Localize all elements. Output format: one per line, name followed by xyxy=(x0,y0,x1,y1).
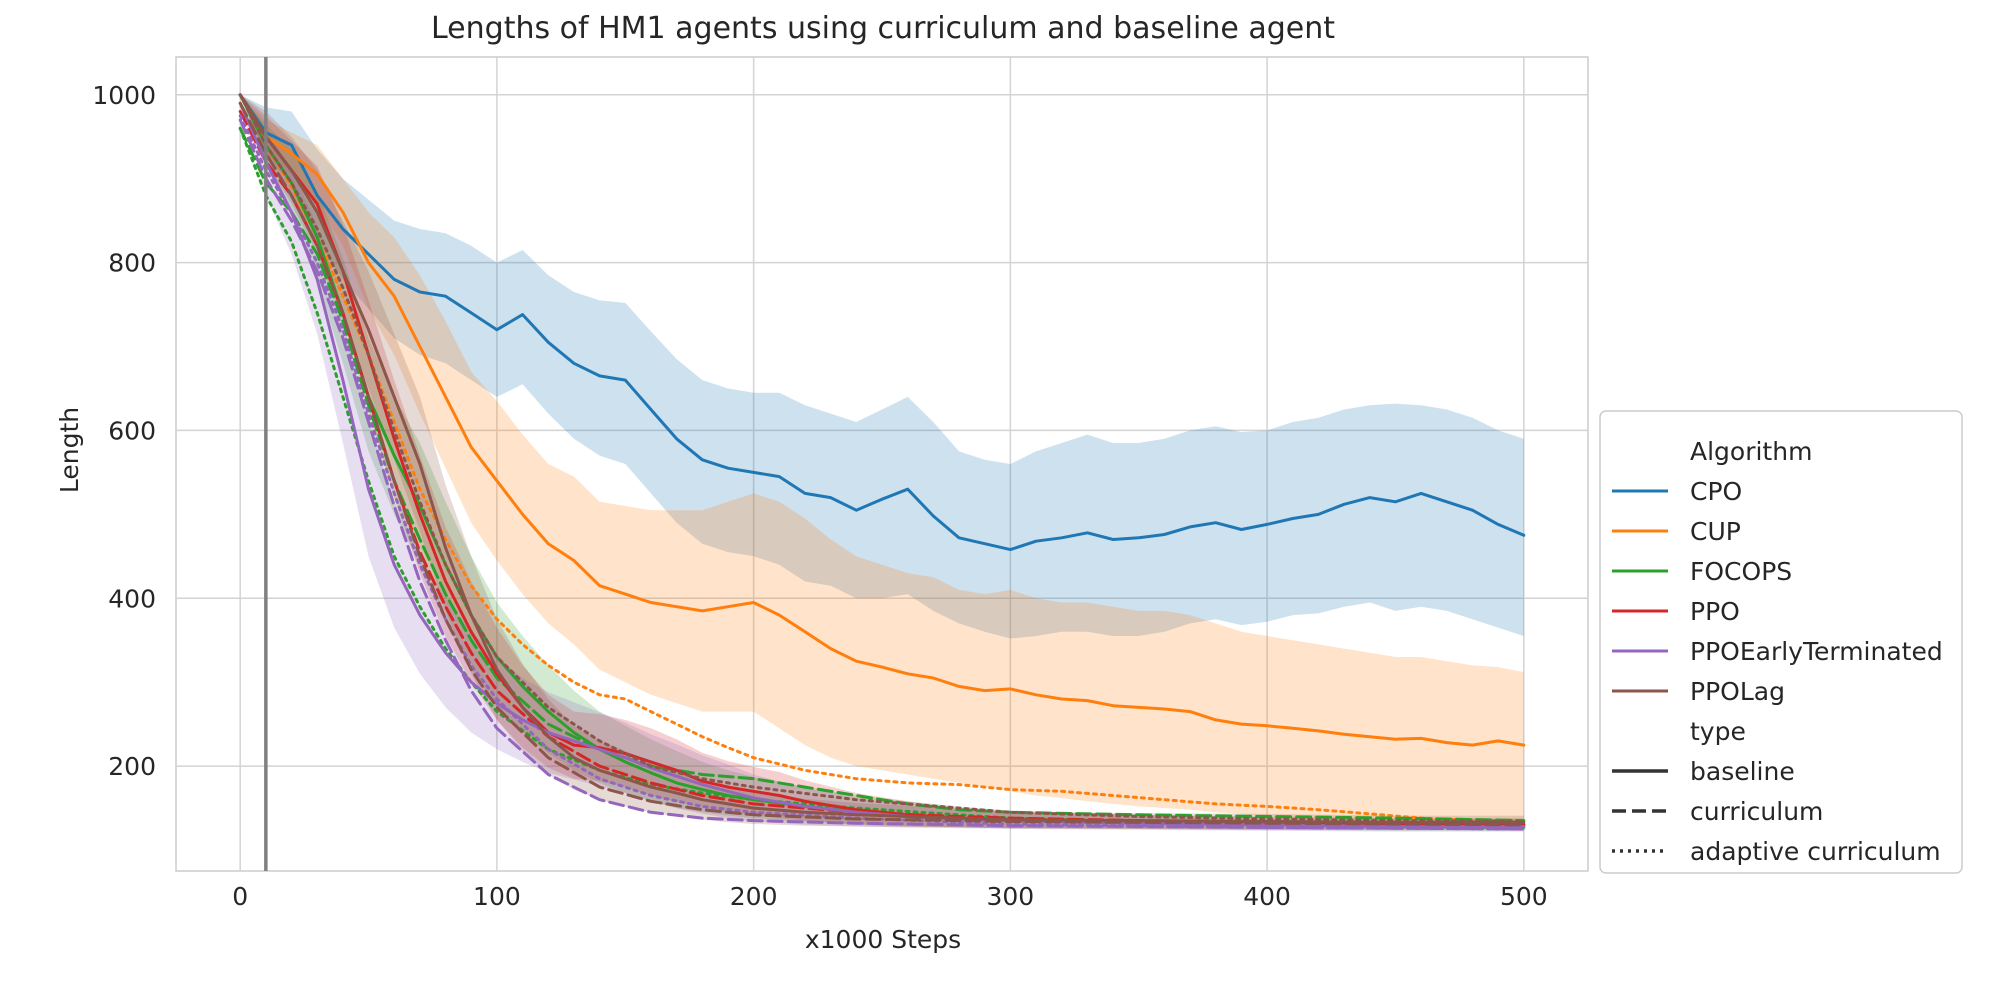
x-tick-label: 500 xyxy=(1500,882,1548,911)
legend: Algorithm CPO CUP FOCOPS PPO PPOEarlyTerminat… xyxy=(1599,410,1963,874)
legend-label-focops: FOCOPS xyxy=(1690,557,1792,586)
legend-label-ppolag: PPOLag xyxy=(1690,677,1785,706)
legend-label-cpo: CPO xyxy=(1690,477,1742,506)
x-axis-label: x1000 Steps xyxy=(805,925,961,954)
series-line-cup-baseline xyxy=(238,93,1526,747)
series-line-ppolag-adaptive-curriculum xyxy=(238,93,1526,823)
band-cup-baseline xyxy=(240,94,1524,825)
y-tick-label: 800 xyxy=(108,249,156,278)
legend-label-ppo: PPO xyxy=(1690,597,1740,626)
chart-title: Lengths of HM1 agents using curriculum a… xyxy=(431,11,1335,46)
series-line-ppolag-baseline xyxy=(238,93,1526,824)
series-line-cup-adaptive-curriculum xyxy=(238,93,1526,824)
x-tick-label: 200 xyxy=(730,882,778,911)
y-tick-label: 200 xyxy=(108,752,156,781)
y-tick-label: 600 xyxy=(108,416,156,445)
legend-title-type: type xyxy=(1690,717,1746,746)
series-line-focops-curriculum xyxy=(238,126,1526,823)
x-tick-label: 0 xyxy=(232,882,248,911)
x-tick-label: 400 xyxy=(1243,882,1291,911)
x-tick-label: 300 xyxy=(987,882,1035,911)
y-tick-label: 1000 xyxy=(92,81,156,110)
y-axis-label: Length xyxy=(55,407,84,493)
series-line-ppoearlyterminated-adaptive-curriculum xyxy=(238,114,1526,831)
series-line-ppoearlyterminated-curriculum xyxy=(238,118,1526,831)
legend-label-curriculum: curriculum xyxy=(1690,797,1823,826)
series-lines xyxy=(238,93,1526,831)
legend-title-algorithm: Algorithm xyxy=(1690,437,1812,466)
x-tick-label: 100 xyxy=(473,882,521,911)
tick-labels: 0 100 200 300 400 500 200 400 600 800 1000 xyxy=(92,81,1547,911)
y-tick-label: 400 xyxy=(108,584,156,613)
legend-label-cup: CUP xyxy=(1690,517,1741,546)
legend-label-ppoearlyterminated: PPOEarlyTerminated xyxy=(1690,637,1943,666)
series-line-cpo-baseline xyxy=(238,93,1526,552)
legend-box xyxy=(1599,410,1963,874)
band-cpo-baseline xyxy=(240,94,1524,639)
grid xyxy=(176,57,1588,871)
legend-label-adaptive-curriculum: adaptive curriculum xyxy=(1690,837,1941,866)
series-line-ppolag-curriculum xyxy=(238,101,1526,827)
confidence-bands xyxy=(240,94,1524,832)
legend-label-baseline: baseline xyxy=(1690,757,1795,786)
